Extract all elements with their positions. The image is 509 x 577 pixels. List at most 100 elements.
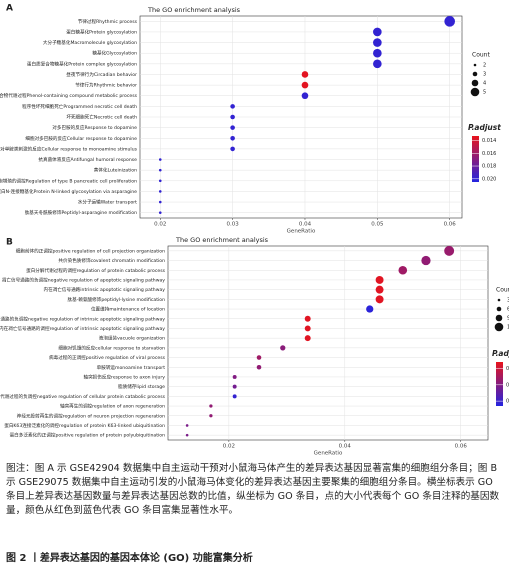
dot <box>304 335 311 342</box>
dot <box>375 295 384 304</box>
color-bar-label: 0.018 <box>482 164 496 170</box>
color-bar-label: 0.020 <box>482 176 496 182</box>
chart-title: The GO enrichment analysis <box>147 6 241 14</box>
y-tick-label: 细胞前体的正调控positive regulation of cell proj… <box>16 247 165 254</box>
dot <box>301 92 309 100</box>
y-tick-label: B型胰岛细胞增殖的调控Regulation of type B pancreat… <box>0 177 137 184</box>
dot <box>232 384 237 389</box>
dot <box>366 305 374 313</box>
dot <box>444 245 455 256</box>
size-legend-title: Count <box>496 287 509 294</box>
dot <box>185 424 189 427</box>
color-bar-label: 0.014 <box>482 138 496 144</box>
x-tick-label: 0.02 <box>223 444 235 450</box>
dot <box>158 211 162 214</box>
y-tick-label: 节律过程Rhythmic process <box>78 18 138 25</box>
dot <box>375 285 384 294</box>
size-legend-label: 9 <box>507 316 509 322</box>
dot <box>256 364 262 370</box>
y-tick-label: 神经元投射再生的调控regulation of neuron projectio… <box>17 412 165 419</box>
size-legend-dot <box>497 298 501 302</box>
x-tick-label: 0.05 <box>371 222 384 228</box>
y-tick-label: 昼夜节律行为Circadian behavior <box>66 71 137 78</box>
x-tick-label: 0.06 <box>444 222 457 228</box>
y-tick-label: 肽基天冬酰胺修饰Peptidyl-asparagine modification <box>25 209 137 216</box>
dot <box>421 255 431 266</box>
y-tick-label: 程序性坏死细胞死亡Programmed necrotic cell death <box>22 103 137 110</box>
y-tick-label: 内在凋亡信号通路intrinsic apoptotic signaling pa… <box>44 286 166 293</box>
y-tick-label: 通过天冬酰胺的蛋白N-连接糖基化Protein N-linked glycosy… <box>0 188 137 195</box>
caption: 图注：图 A 示 GSE42904 数据集中自主运动干预对小鼠海马体产生的差异表… <box>6 463 500 516</box>
dot <box>230 104 235 109</box>
color-bar <box>472 136 479 182</box>
color-legend-title: P.adjust <box>468 123 501 132</box>
y-tick-label: 单胺转运monoamine transport <box>97 364 166 371</box>
size-legend-dot <box>495 314 503 322</box>
panel-label: A <box>6 4 13 14</box>
dot <box>232 374 237 379</box>
dot <box>232 394 237 399</box>
x-axis-title: GeneRatio <box>314 451 343 457</box>
dot <box>373 27 382 37</box>
y-tick-label: 细胞蛋白分解代谢过程的负调控negative regulation of cel… <box>0 393 166 400</box>
color-bar-label: 0.016 <box>482 151 496 157</box>
y-tick-label: 大分子糖基化Macromolecule glycosylation <box>43 39 137 46</box>
size-legend-dot <box>471 79 479 87</box>
y-tick-label: 共价染色质修饰covalent chromatin modification <box>58 257 165 264</box>
y-tick-label: 肽基-赖氨酸修饰peptidyl-lysine modification <box>68 296 166 303</box>
y-tick-label: 黄体化Luteinization <box>94 167 137 174</box>
y-tick-label: 细胞对饥饿的反应cellular response to starvation <box>58 344 165 351</box>
y-tick-label: 糖基化Glycosylation <box>92 50 137 57</box>
size-legend-dot <box>496 306 502 312</box>
y-tick-label: 对多巴胺的反应Response to dopamine <box>52 124 137 131</box>
dot <box>158 179 162 183</box>
y-tick-label: 抗真菌体液反应Antifungal humoral response <box>38 156 137 163</box>
dot <box>158 200 162 204</box>
color-legend-title: P.adjust <box>492 349 509 358</box>
y-tick-label: 液泡组装vacuole organization <box>99 335 165 342</box>
size-legend-title: Count <box>472 52 490 59</box>
dot <box>398 265 408 275</box>
dot <box>185 433 189 437</box>
figure: A The GO enrichment analysis 0.02 0.03 0.04 0… <box>0 4 509 457</box>
y-tick-label: 蛋白分解代谢过程的调控regulation of protein catabol… <box>26 267 165 274</box>
y-tick-label: 内在凋亡信号通路的调控regulation of intrinsic apopt… <box>0 325 165 332</box>
size-legend-label: 2 <box>483 63 486 69</box>
dot <box>301 81 309 89</box>
y-tick-label: 细胞对多巴胺的反应Cellular response to dopamine <box>25 135 137 142</box>
dot <box>209 404 213 408</box>
plot-area <box>167 245 489 441</box>
x-tick-label: 0.04 <box>299 222 312 228</box>
color-bar <box>496 362 503 406</box>
y-tick-label: 轴突损伤反应response to axon injury <box>83 373 165 380</box>
dot <box>230 125 235 130</box>
x-axis-title: GeneRatio <box>287 229 316 235</box>
color-bar-label: 0.010 <box>506 382 509 388</box>
x-tick-label: 0.03 <box>226 222 239 228</box>
size-legend-label: 4 <box>483 81 486 87</box>
dot <box>256 355 262 360</box>
y-tick-label: 苯酚类化合物代谢过程Phenol-containing compound met… <box>0 92 138 99</box>
dot <box>230 135 235 141</box>
dot <box>280 345 286 351</box>
dot <box>301 71 309 78</box>
dot <box>158 158 162 161</box>
y-tick-label: 蛋白糖基化Protein glycosylation <box>66 28 137 35</box>
y-tick-label: 坏死细胞死亡Necrotic cell death <box>66 114 137 121</box>
size-legend-label: 6 <box>507 307 509 313</box>
size-legend-dot <box>472 71 478 77</box>
size-legend-label: 3 <box>507 298 509 304</box>
color-bar-label: 0.005 <box>506 366 509 372</box>
dot <box>375 275 384 284</box>
size-legend-label: 3 <box>483 72 486 78</box>
dot <box>158 190 162 193</box>
size-legend-dot <box>473 63 477 67</box>
dot <box>304 315 311 322</box>
y-tick-label: 凋亡信号通路的负调控negative regulation of apoptot… <box>2 276 165 283</box>
dot <box>158 168 162 172</box>
color-bar-label: 0.015 <box>506 399 509 405</box>
y-tick-label: 蛋白K63连接泛素化的调控regulation of protein K63-l… <box>4 422 165 429</box>
dot <box>373 38 382 47</box>
x-tick-label: 0.04 <box>339 444 352 450</box>
